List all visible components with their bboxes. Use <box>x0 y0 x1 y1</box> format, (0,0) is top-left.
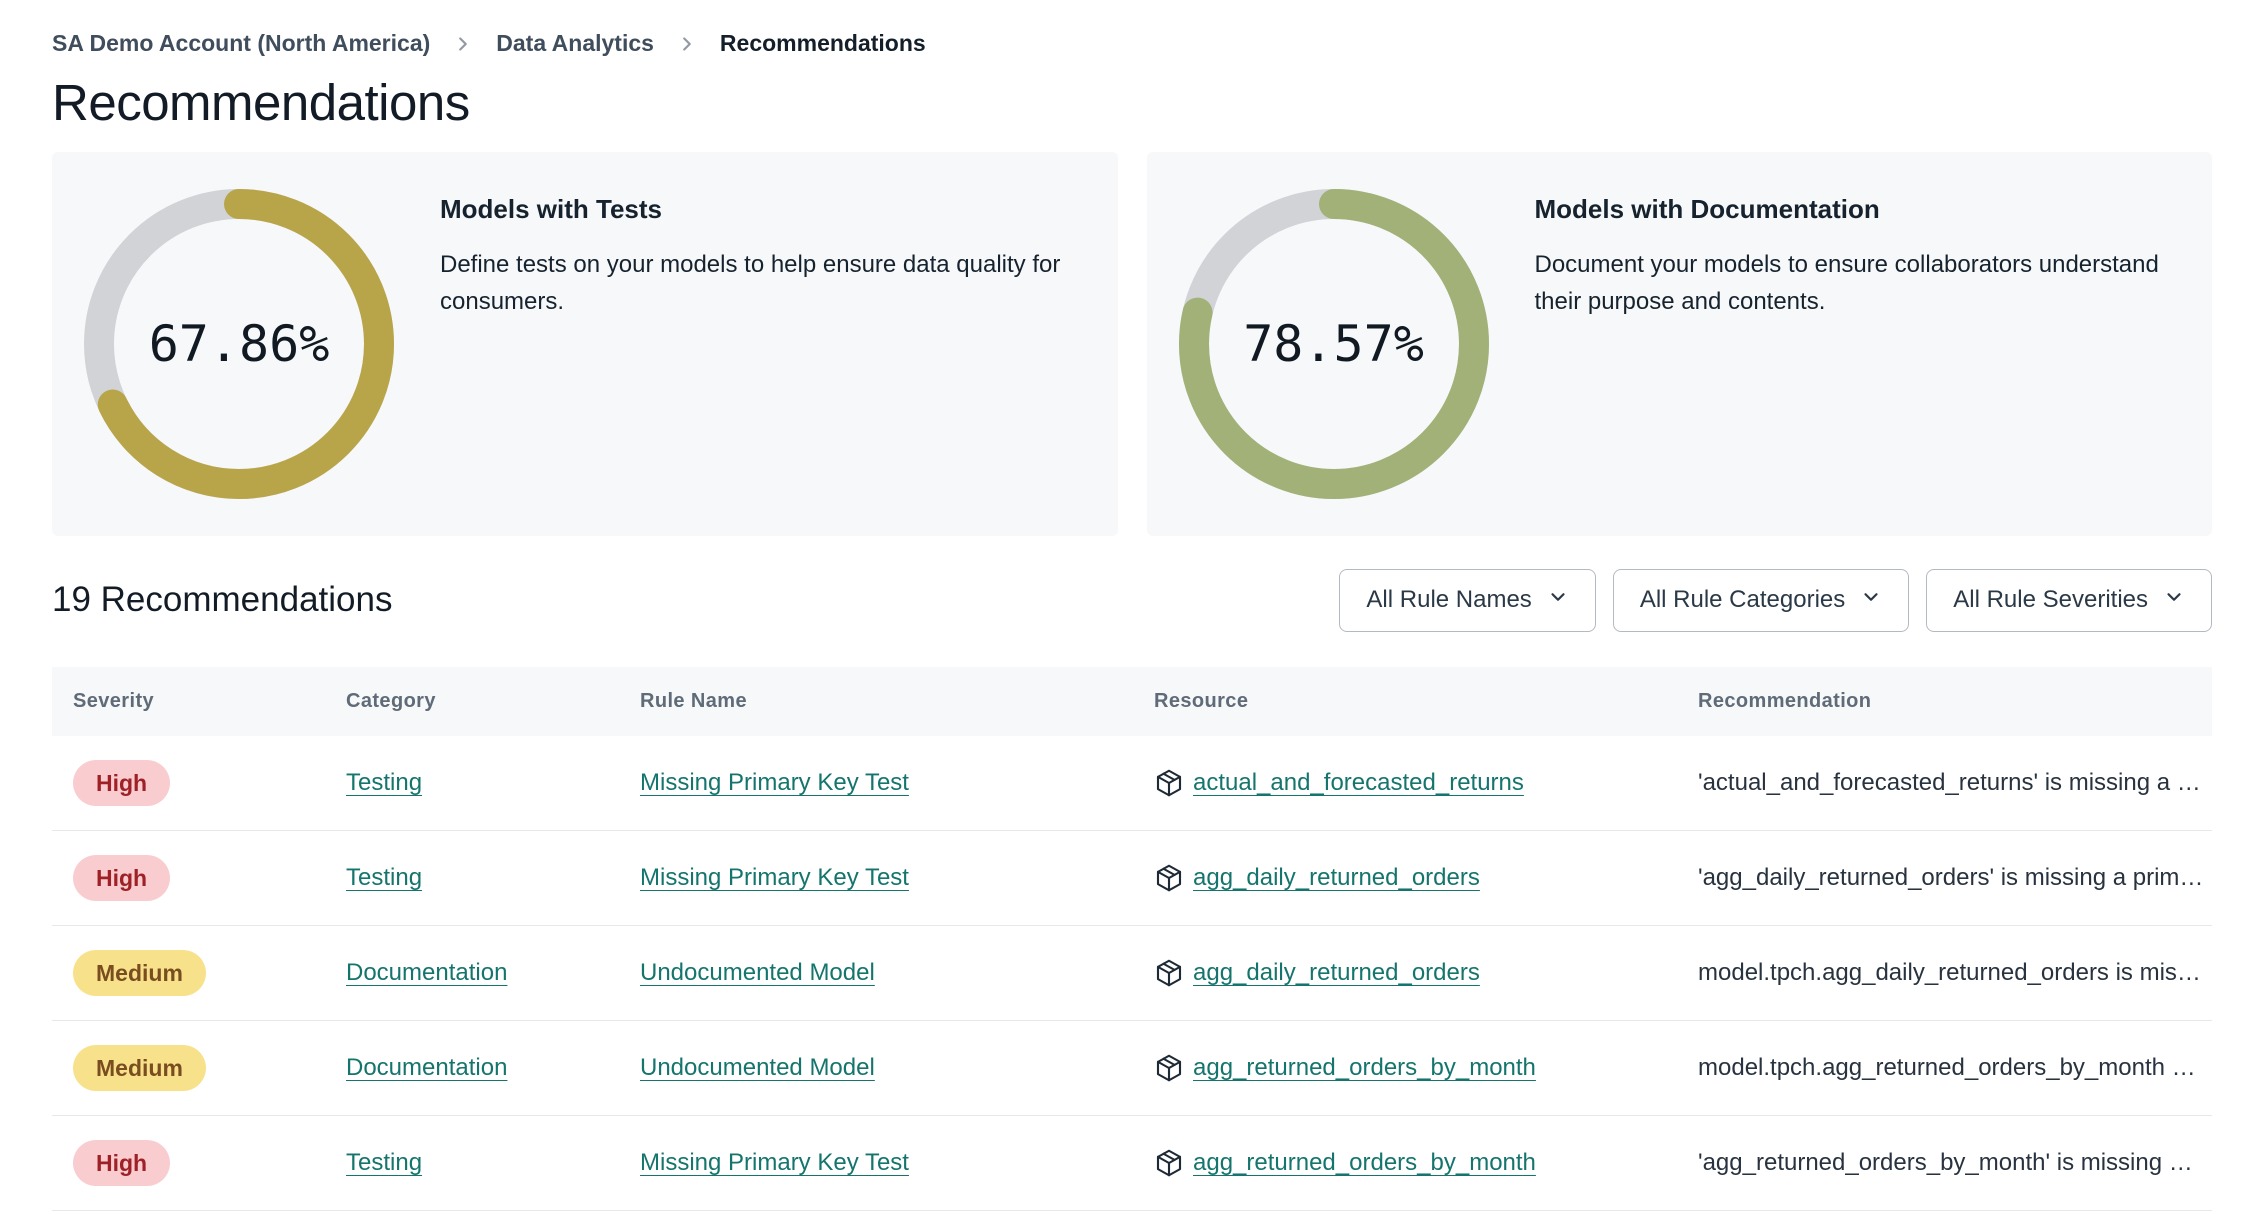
table-body: High Testing Missing Primary Key Test ac… <box>52 736 2212 1211</box>
rule-name-link[interactable]: Missing Primary Key Test <box>640 864 909 891</box>
category-link[interactable]: Documentation <box>346 1054 508 1081</box>
metric-cards: 67.86% Models with Tests Define tests on… <box>52 152 2212 536</box>
card-text: Models with Tests Define tests on your m… <box>440 194 1105 320</box>
model-cube-icon <box>1154 863 1184 893</box>
donut-percent-label: 78.57% <box>1243 315 1424 373</box>
rule-name-link[interactable]: Missing Primary Key Test <box>640 769 909 796</box>
chevron-down-icon <box>2163 586 2185 615</box>
severity-badge: High <box>73 760 171 806</box>
card-description: Define tests on your models to help ensu… <box>440 251 1061 315</box>
resource-link[interactable]: agg_returned_orders_by_month <box>1193 1149 1536 1176</box>
chevron-down-icon <box>1547 586 1569 615</box>
severity-badge: High <box>73 855 171 901</box>
recommendation-text: model.tpch.agg_returned_orders_by_month … <box>1698 1054 2196 1081</box>
col-header-recommendation: Recommendation <box>1698 690 1872 712</box>
category-link[interactable]: Testing <box>346 1149 423 1176</box>
rule-name-link[interactable]: Missing Primary Key Test <box>640 1149 909 1176</box>
filter-bar: All Rule Names All Rule Categories All R… <box>1339 568 2212 632</box>
severity-badge: High <box>73 1140 171 1186</box>
recommendations-list-bar: 19 Recommendations All Rule Names All Ru… <box>52 568 2212 632</box>
breadcrumb-chevron-icon <box>676 33 698 55</box>
severity-badge: Medium <box>73 1045 206 1091</box>
filter-rule-severities-button[interactable]: All Rule Severities <box>1926 568 2212 632</box>
model-cube-icon <box>1154 1053 1184 1083</box>
card-description: Document your models to ensure collabora… <box>1534 251 2159 315</box>
breadcrumb-item-current: Recommendations <box>719 30 926 56</box>
breadcrumb: SA Demo Account (North America) Data Ana… <box>52 30 2212 57</box>
models-with-documentation-card: 78.57% Models with Documentation Documen… <box>1146 152 2212 536</box>
col-header-category: Category <box>346 690 436 712</box>
donut-chart: 67.86% <box>84 189 394 499</box>
recommendation-text: model.tpch.agg_daily_returned_orders is … <box>1698 959 2201 986</box>
col-header-resource: Resource <box>1154 690 1249 712</box>
category-link[interactable]: Testing <box>346 769 423 796</box>
page-title: Recommendations <box>52 74 470 131</box>
resource-link[interactable]: agg_daily_returned_orders <box>1193 864 1480 891</box>
model-cube-icon <box>1154 768 1184 798</box>
donut-value-arc <box>84 189 394 499</box>
resource-link[interactable]: actual_and_forecasted_returns <box>1193 769 1524 796</box>
card-text: Models with Documentation Document your … <box>1535 194 2200 320</box>
table-row: High Testing Missing Primary Key Test ac… <box>52 736 2212 831</box>
breadcrumb-item-account[interactable]: SA Demo Account (North America) <box>52 30 431 56</box>
chevron-down-icon <box>1860 586 1882 615</box>
donut-chart: 78.57% <box>1178 189 1489 499</box>
resource-cell: agg_daily_returned_orders <box>1154 958 1698 988</box>
recommendation-text: 'agg_returned_orders_by_month' is missin… <box>1698 1149 2193 1176</box>
donut-percent-label: 67.86% <box>148 315 330 373</box>
resource-link[interactable]: agg_daily_returned_orders <box>1193 959 1480 986</box>
resource-cell: agg_returned_orders_by_month <box>1154 1053 1698 1083</box>
table-row: Medium Documentation Undocumented Model … <box>52 1021 2212 1116</box>
resource-cell: agg_returned_orders_by_month <box>1154 1148 1698 1178</box>
resource-cell: actual_and_forecasted_returns <box>1154 768 1698 798</box>
table-row: High Testing Missing Primary Key Test ag… <box>52 1116 2212 1211</box>
col-header-severity: Severity <box>73 690 155 712</box>
category-link[interactable]: Testing <box>346 864 423 891</box>
recommendations-table: Severity Category Rule Name Resource Rec… <box>52 667 2212 1211</box>
card-title: Models with Tests <box>440 194 662 224</box>
col-header-rule-name: Rule Name <box>640 690 747 712</box>
breadcrumb-item-project[interactable]: Data Analytics <box>496 30 654 56</box>
recommendations-count: 19 Recommendations <box>52 580 393 619</box>
breadcrumb-chevron-icon <box>452 33 474 55</box>
filter-label: All Rule Severities <box>1953 586 2148 613</box>
recommendations-page: SA Demo Account (North America) Data Ana… <box>52 0 2212 1211</box>
table-row: High Testing Missing Primary Key Test ag… <box>52 831 2212 926</box>
rule-name-link[interactable]: Undocumented Model <box>640 959 875 986</box>
models-with-tests-card: 67.86% Models with Tests Define tests on… <box>52 152 1118 536</box>
category-link[interactable]: Documentation <box>346 959 508 986</box>
table-row: Medium Documentation Undocumented Model … <box>52 926 2212 1021</box>
donut-value-arc <box>1178 189 1489 499</box>
filter-label: All Rule Names <box>1366 586 1532 613</box>
recommendation-text: 'agg_daily_returned_orders' is missing a… <box>1698 864 2204 891</box>
recommendation-text: 'actual_and_forecasted_returns' is missi… <box>1698 769 2201 796</box>
filter-label: All Rule Categories <box>1639 586 1846 613</box>
model-cube-icon <box>1154 958 1184 988</box>
resource-cell: agg_daily_returned_orders <box>1154 863 1698 893</box>
card-title: Models with Documentation <box>1534 194 1880 224</box>
resource-link[interactable]: agg_returned_orders_by_month <box>1193 1054 1536 1081</box>
filter-rule-names-button[interactable]: All Rule Names <box>1339 568 1596 632</box>
table-header: Severity Category Rule Name Resource Rec… <box>52 667 2212 736</box>
model-cube-icon <box>1154 1148 1184 1178</box>
filter-rule-categories-button[interactable]: All Rule Categories <box>1612 568 1910 632</box>
rule-name-link[interactable]: Undocumented Model <box>640 1054 875 1081</box>
severity-badge: Medium <box>73 950 206 996</box>
